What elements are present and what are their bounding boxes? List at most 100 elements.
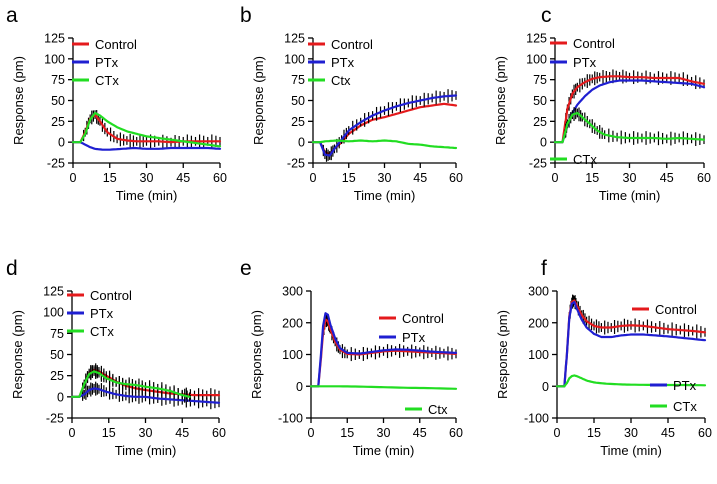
y-tick-label: -100 — [524, 412, 549, 426]
legend-label: CTx — [95, 73, 119, 88]
panel-letter: f — [541, 257, 547, 280]
panel-f: f -100 0 100 200 300 0 15 30 45 60 Time (min) Respon… — [495, 257, 712, 458]
series-ptx — [71, 141, 222, 151]
x-tick-label: 30 — [624, 426, 638, 440]
y-tick-label: 300 — [528, 285, 549, 299]
y-tick-label: 125 — [526, 32, 547, 46]
x-tick-label: 15 — [587, 426, 601, 440]
legend-label: Control — [90, 288, 132, 303]
legend-label: PTx — [95, 55, 119, 70]
x-axis-title: Time (min) — [353, 443, 415, 458]
series-line-control — [311, 102, 458, 155]
legend-label: CTx — [673, 399, 697, 414]
series-line-ptx — [311, 94, 458, 157]
legend-item-control: Control — [379, 311, 444, 326]
x-tick-label: 60 — [449, 426, 463, 440]
x-tick-label: 60 — [212, 426, 226, 440]
x-tick-label: 0 — [554, 426, 561, 440]
x-tick-label: 60 — [213, 171, 227, 185]
x-tick-label: 15 — [342, 171, 356, 185]
x-tick-label: 30 — [140, 171, 154, 185]
series-control — [311, 102, 458, 155]
x-tick-label: 0 — [70, 171, 77, 185]
x-axis-title: Time (min) — [116, 188, 178, 203]
legend-item-ptx: PTx — [550, 55, 597, 70]
series-ctx — [553, 107, 706, 146]
y-tick-label: 100 — [284, 52, 305, 66]
series-line-ctx — [71, 111, 222, 148]
y-tick-label: 75 — [291, 73, 305, 87]
panel-d: d -25 0 25 50 75 100 125 0 15 30 45 60 Time (min) Resp… — [6, 257, 226, 458]
x-tick-label: 45 — [661, 426, 675, 440]
y-tick-label: -25 — [529, 157, 547, 171]
x-tick-label: 30 — [377, 426, 391, 440]
x-tick-label: 45 — [413, 426, 427, 440]
x-tick-label: 45 — [413, 171, 427, 185]
legend-item-control: Control — [72, 37, 137, 52]
y-axis-title: Response (pm) — [10, 310, 25, 399]
series-line-ctx — [553, 111, 706, 144]
y-tick-label: 125 — [43, 285, 64, 299]
y-tick-label: 100 — [282, 348, 303, 362]
y-tick-label: 50 — [291, 94, 305, 108]
y-tick-label: 200 — [528, 316, 549, 330]
y-tick-label: 100 — [43, 306, 64, 320]
legend-label: Ctx — [331, 73, 351, 88]
legend-item-control: Control — [67, 288, 132, 303]
y-tick-label: 125 — [284, 32, 305, 46]
x-tick-label: 15 — [585, 171, 599, 185]
series-line-ptx — [555, 301, 707, 388]
y-tick-label: -25 — [47, 157, 65, 171]
y-tick-label: -25 — [287, 157, 305, 171]
legend-label: Control — [95, 37, 137, 52]
series-ctx — [555, 374, 707, 388]
x-axis-title: Time (min) — [600, 443, 662, 458]
x-tick-label: 45 — [176, 171, 190, 185]
panel-letter: c — [541, 4, 552, 27]
series-ctx — [311, 139, 458, 150]
legend-item-control: Control — [632, 302, 697, 317]
y-tick-label: 200 — [282, 316, 303, 330]
x-axis-title: Time (min) — [599, 188, 661, 203]
y-tick-label: 100 — [44, 52, 65, 66]
series-line-ctx — [555, 374, 707, 388]
y-tick-label: 25 — [533, 115, 547, 129]
y-tick-label: 75 — [533, 73, 547, 87]
series-line-ptx — [70, 387, 221, 404]
x-tick-label: 0 — [310, 171, 317, 185]
x-tick-label: 60 — [698, 426, 712, 440]
x-tick-label: 45 — [175, 426, 189, 440]
panel-e: e -100 0 100 200 300 0 15 30 45 60 Time (min) Respon… — [240, 257, 463, 458]
x-axis-title: Time (min) — [115, 443, 177, 458]
y-axis-title: Response (pm) — [11, 56, 26, 145]
series-ptx — [311, 89, 458, 162]
panel-letter: b — [240, 4, 252, 27]
x-tick-label: 15 — [102, 426, 116, 440]
series-ctx — [71, 111, 222, 148]
legend-item-ptx: PTx — [308, 55, 355, 70]
series-ptx — [555, 301, 707, 388]
y-tick-label: 125 — [44, 32, 65, 46]
y-tick-label: 25 — [291, 115, 305, 129]
y-tick-label: 0 — [540, 136, 547, 150]
y-axis-title: Response (pm) — [249, 310, 264, 399]
x-tick-label: 30 — [623, 171, 637, 185]
legend-label: Control — [573, 36, 615, 51]
panel-a: a -25 0 25 50 75 100 125 0 15 30 45 60 Time (min) Resp… — [6, 4, 227, 203]
legend-item-ptx: PTx — [650, 378, 697, 393]
y-tick-label: 100 — [528, 348, 549, 362]
x-tick-label: 45 — [660, 171, 674, 185]
legend-item-ptx: PTx — [67, 306, 114, 321]
series-line-ctx — [309, 385, 458, 390]
y-tick-label: 50 — [533, 94, 547, 108]
legend-label: PTx — [90, 306, 114, 321]
panel-c: c -25 0 25 50 75 100 125 0 15 30 45 60 Time (min) Resp… — [493, 4, 711, 203]
y-tick-label: 0 — [298, 136, 305, 150]
y-tick-label: 25 — [50, 369, 64, 383]
legend-label: Control — [655, 302, 697, 317]
legend-label: Control — [402, 311, 444, 326]
x-tick-label: 0 — [552, 171, 559, 185]
x-tick-label: 60 — [697, 171, 711, 185]
legend-item-ptx: PTx — [72, 55, 119, 70]
